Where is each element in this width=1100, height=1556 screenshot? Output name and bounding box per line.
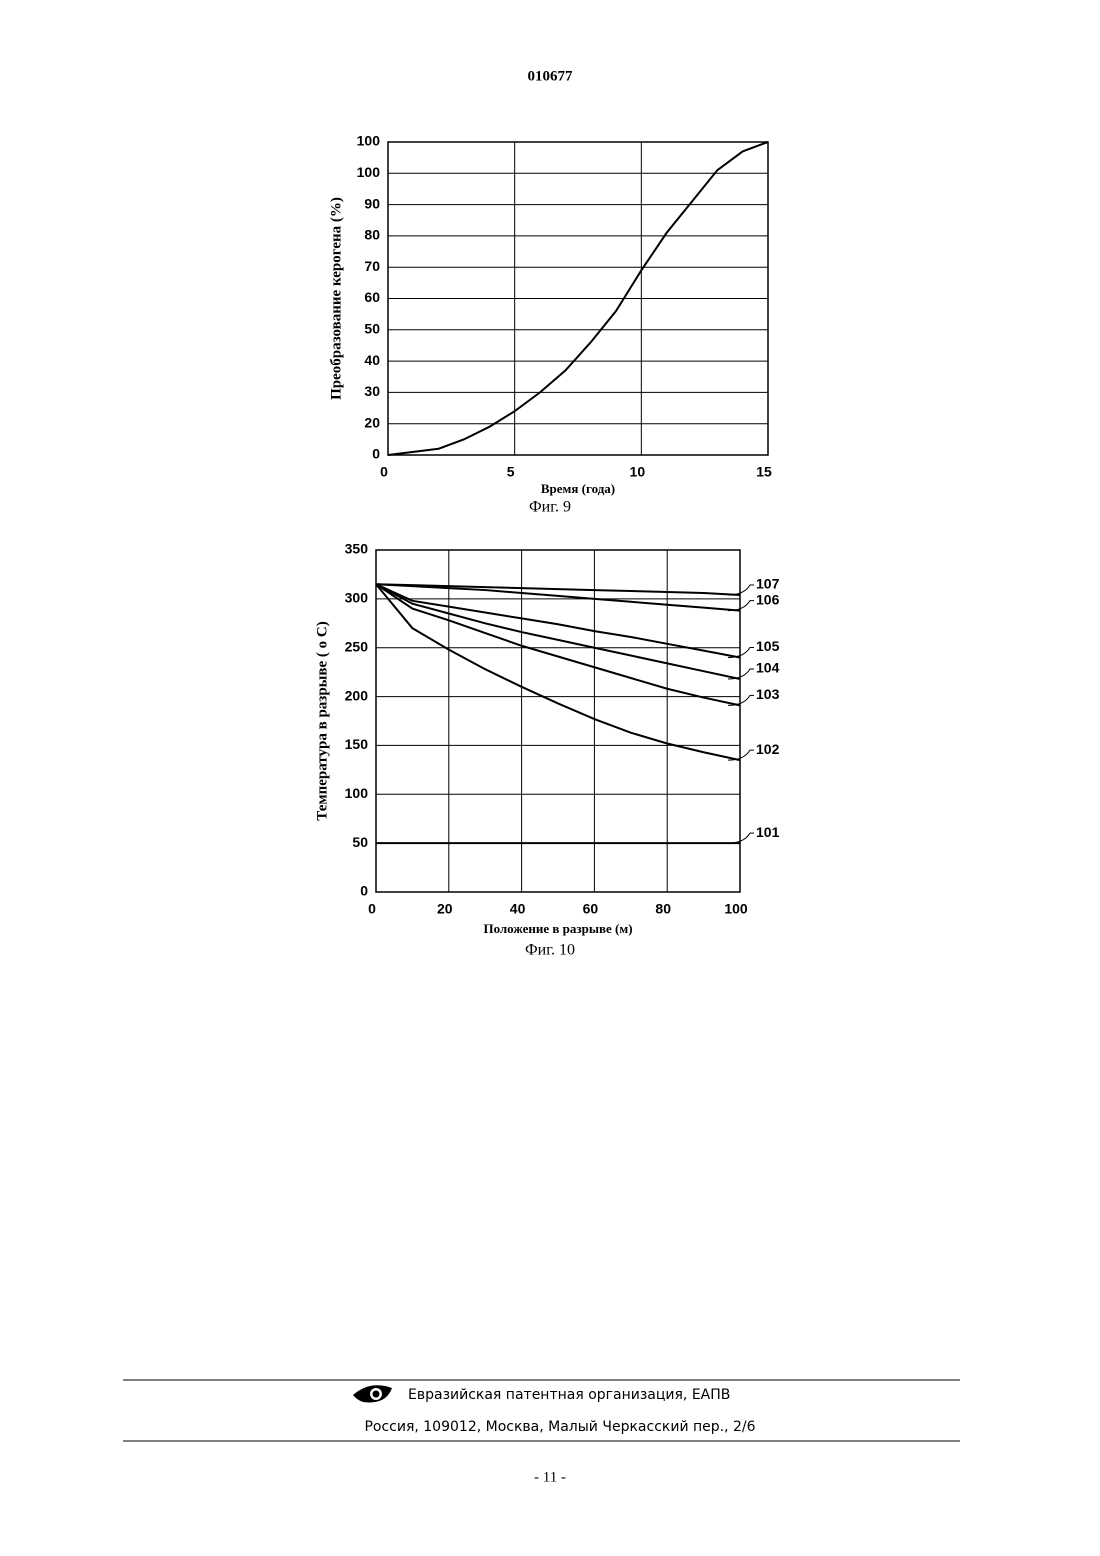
y-axis-label: Температура в разрыве ( o C) [314, 621, 330, 820]
page-number: - 11 - [534, 1469, 566, 1485]
y-tick-label: 30 [364, 383, 380, 399]
x-tick-label: 15 [756, 464, 772, 480]
organization: Евразийская патентная организация, ЕАПВ [408, 1387, 730, 1403]
y-tick-label: 100 [357, 164, 381, 180]
series-label: 103 [756, 686, 780, 702]
y-tick-label: 50 [352, 834, 368, 850]
patent-number: 010677 [528, 68, 574, 84]
y-tick-label: 0 [360, 883, 368, 899]
figure-caption: Фиг. 10 [525, 942, 575, 959]
y-tick-label: 0 [372, 446, 380, 462]
x-tick-label: 20 [437, 901, 453, 917]
x-tick-label: 5 [507, 464, 515, 480]
x-tick-label: 0 [380, 464, 388, 480]
x-tick-label: 60 [583, 901, 599, 917]
y-tick-label: 100 [345, 785, 369, 801]
page: 010677 Евразийская патентная организация… [0, 0, 1100, 1556]
label-leader [728, 833, 754, 843]
x-tick-label: 100 [724, 901, 748, 917]
x-tick-label: 80 [655, 901, 671, 917]
x-axis-label: Время (года) [541, 481, 615, 496]
series-label: 101 [756, 824, 780, 840]
data-line [376, 584, 740, 760]
data-line [376, 584, 740, 595]
x-tick-label: 0 [368, 901, 376, 917]
y-axis-label: Преобразование керогена (%) [328, 197, 344, 400]
x-tick-label: 10 [630, 464, 646, 480]
y-tick-label: 20 [364, 414, 380, 430]
logo [353, 1385, 392, 1402]
x-tick-label: 40 [510, 901, 526, 917]
data-line [376, 584, 740, 705]
series-label: 106 [756, 591, 780, 607]
y-tick-label: 40 [364, 352, 380, 368]
plot-frame [376, 550, 740, 892]
y-tick-label: 200 [345, 687, 369, 703]
y-tick-label: 50 [364, 321, 380, 337]
y-tick-label: 70 [364, 258, 380, 274]
series-label: 104 [756, 660, 780, 676]
series-label: 102 [756, 741, 780, 757]
series-label: 107 [756, 576, 780, 592]
y-tick-label: 350 [345, 541, 369, 557]
y-tick-label: 80 [364, 227, 380, 243]
y-tick-label: 150 [345, 736, 369, 752]
figure-caption: Фиг. 9 [529, 499, 571, 516]
y-tick-label: 100 [357, 133, 381, 149]
y-tick-label: 60 [364, 289, 380, 305]
series-label: 105 [756, 638, 780, 654]
y-tick-label: 90 [364, 195, 380, 211]
x-axis-label: Положение в разрыве (м) [483, 921, 632, 936]
y-tick-label: 250 [345, 638, 369, 654]
label-leader [728, 585, 754, 595]
y-tick-label: 300 [345, 590, 369, 606]
address: Россия, 109012, Москва, Малый Черкасский… [364, 1419, 755, 1435]
